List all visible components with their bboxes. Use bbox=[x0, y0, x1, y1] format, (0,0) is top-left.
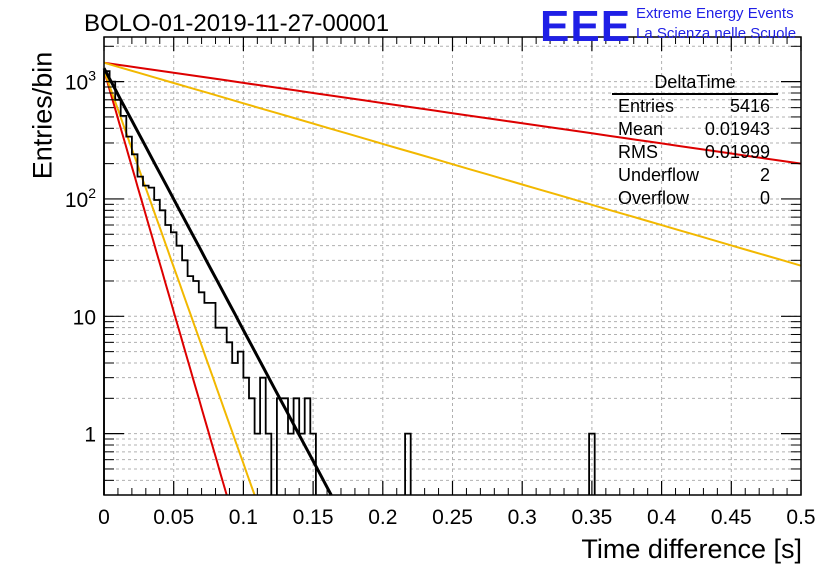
x-tick-label: 0.4 bbox=[647, 506, 677, 529]
histogram-bin bbox=[115, 100, 121, 495]
histogram-bin bbox=[143, 186, 149, 495]
yellow-exponential-line bbox=[103, 61, 802, 267]
red-exponential-line bbox=[103, 69, 228, 496]
x-axis-ticks: 0 0.05 0.1 0.15 0.2 0.25 0.3 0.35 0.4 0.45 0.5 bbox=[98, 37, 816, 529]
y-tick-exponent: 2 bbox=[88, 185, 96, 201]
stats-value: 0.01999 bbox=[704, 142, 770, 162]
histogram-bin bbox=[137, 177, 143, 495]
yellow-exponential-line bbox=[103, 69, 256, 496]
stats-row-entries: Entries 5416 bbox=[612, 95, 778, 118]
x-tick-label: 0.1 bbox=[229, 506, 258, 529]
y-tick-label: 10 bbox=[73, 306, 96, 329]
y-tick-label: 1 bbox=[84, 424, 96, 447]
x-tick-label: 0.05 bbox=[153, 506, 194, 529]
histogram-bins bbox=[103, 70, 596, 495]
x-axis-label: Time difference [s] bbox=[581, 534, 802, 564]
histogram-bin bbox=[165, 225, 171, 495]
x-tick-label: 0.5 bbox=[786, 506, 815, 529]
stats-label: Overflow bbox=[618, 188, 690, 208]
stats-row-rms: RMS 0.01999 bbox=[612, 141, 778, 164]
stats-label: Entries bbox=[618, 96, 675, 116]
stats-box: DeltaTime Entries 5416 Mean 0.01943 RMS 0.0… bbox=[612, 72, 778, 210]
x-tick-label: 0.25 bbox=[432, 506, 473, 529]
y-tick-base: 10 bbox=[65, 189, 88, 212]
x-tick-label: 0.35 bbox=[571, 506, 612, 529]
stats-row-overflow: Overflow 0 bbox=[612, 187, 778, 210]
y-tick-label: 103 bbox=[65, 68, 96, 95]
stats-value: 5416 bbox=[729, 96, 770, 116]
red-exponential-line bbox=[103, 61, 802, 165]
histogram-bin bbox=[126, 137, 132, 495]
stats-value: 2 bbox=[759, 165, 770, 185]
stats-label: Mean bbox=[618, 119, 664, 139]
stats-row-mean: Mean 0.01943 bbox=[612, 118, 778, 141]
histogram-bin bbox=[199, 292, 205, 495]
chart-title: BOLO-01-2019-11-27-00001 bbox=[84, 10, 390, 37]
histogram-bin bbox=[288, 434, 294, 495]
y-tick-base: 10 bbox=[65, 72, 88, 95]
stats-value: 0.01943 bbox=[704, 119, 770, 139]
fit-line bbox=[102, 67, 333, 496]
histogram-bin bbox=[210, 303, 216, 495]
x-tick-label: 0.45 bbox=[711, 506, 752, 529]
histogram-outline bbox=[103, 70, 596, 495]
y-axis-label: Entries/bin bbox=[27, 51, 58, 180]
stats-label: RMS bbox=[618, 142, 658, 162]
logo-line-1: Extreme Energy Events bbox=[636, 5, 794, 22]
stats-value: 0 bbox=[759, 188, 770, 208]
logo-caption: Extreme Energy Events La Scienza nelle S… bbox=[636, 4, 796, 44]
y-tick-label: 102 bbox=[65, 185, 96, 212]
stats-title: DeltaTime bbox=[612, 72, 778, 95]
histogram-bin bbox=[232, 363, 238, 495]
histogram-bin bbox=[255, 434, 261, 495]
x-tick-label: 0 bbox=[98, 506, 110, 529]
x-tick-label: 0.2 bbox=[368, 506, 397, 529]
stats-label: Underflow bbox=[618, 165, 700, 185]
logo-line-2: La Scienza nelle Scuole bbox=[636, 25, 797, 42]
histogram-bin bbox=[110, 82, 116, 495]
histogram-bin bbox=[204, 303, 210, 495]
eee-logo: EEE bbox=[540, 2, 632, 51]
x-tick-label: 0.15 bbox=[293, 506, 334, 529]
stats-row-underflow: Underflow 2 bbox=[612, 164, 778, 187]
y-tick-exponent: 3 bbox=[88, 68, 96, 84]
histogram-bin bbox=[132, 154, 138, 495]
histogram-bin bbox=[121, 116, 127, 495]
x-tick-label: 0.3 bbox=[508, 506, 537, 529]
